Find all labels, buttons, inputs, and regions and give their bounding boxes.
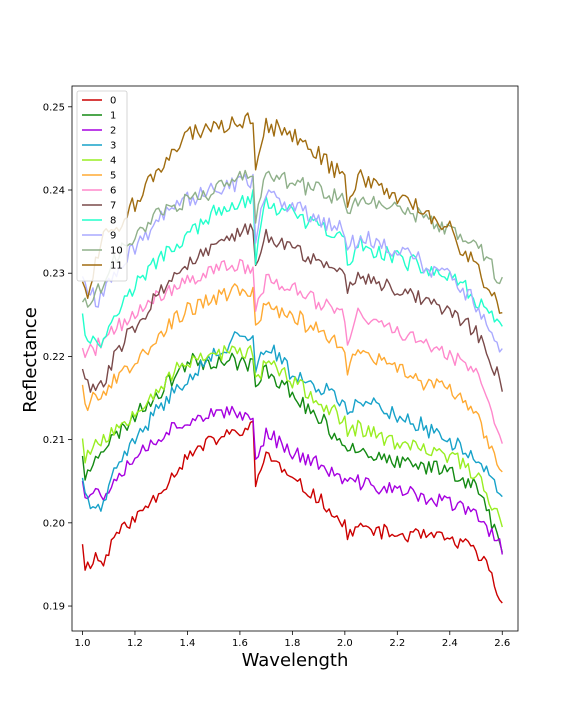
legend-label: 4 [110, 156, 116, 167]
y-axis-label: Reflectance [20, 307, 41, 413]
x-tick-label: 1.0 [75, 638, 91, 649]
series-line-3 [81, 331, 503, 512]
x-axis-ticks: 1.0 1.2 1.4 1.6 1.8 2.0 2.2 2.4 2.6 [75, 631, 510, 649]
legend-label: 6 [110, 186, 116, 197]
y-tick-label: 0.20 [43, 518, 65, 529]
x-tick-label: 2.6 [494, 638, 510, 649]
x-tick-label: 1.2 [127, 638, 143, 649]
series-line-2 [81, 405, 503, 555]
x-tick-label: 2.4 [442, 638, 458, 649]
x-tick-label: 1.4 [179, 638, 195, 649]
y-axis-ticks: 0.19 0.20 0.21 0.22 0.23 0.24 0.25 [43, 102, 72, 613]
legend-label: 7 [110, 201, 116, 212]
y-tick-label: 0.21 [43, 435, 65, 446]
series-line-6 [81, 258, 503, 444]
series-line-10 [81, 169, 503, 308]
series-line-4 [81, 345, 503, 528]
legend: 0 1 2 3 4 5 6 7 8 9 10 11 [76, 90, 128, 282]
legend-label: 11 [110, 261, 123, 272]
x-tick-label: 2.0 [337, 638, 353, 649]
series-line-5 [81, 283, 503, 473]
series-line-11 [81, 112, 503, 314]
series-line-9 [81, 173, 503, 353]
x-tick-label: 1.6 [232, 638, 248, 649]
y-tick-label: 0.19 [43, 602, 65, 613]
legend-label: 2 [110, 126, 116, 137]
x-axis-label: Wavelength [242, 650, 349, 671]
legend-label: 8 [110, 216, 116, 227]
legend-label: 0 [110, 96, 116, 107]
legend-label: 9 [110, 231, 116, 242]
legend-label: 3 [110, 141, 116, 152]
legend-label: 5 [110, 171, 116, 182]
x-tick-label: 2.2 [389, 638, 405, 649]
legend-label: 10 [110, 246, 123, 257]
y-tick-label: 0.23 [43, 269, 65, 280]
legend-label: 1 [110, 111, 116, 122]
y-tick-label: 0.22 [43, 352, 65, 363]
plot-frame [71, 85, 519, 632]
series-line-7 [81, 223, 503, 393]
series-lines [81, 112, 503, 604]
series-line-0 [81, 420, 503, 604]
series-line-8 [81, 189, 503, 348]
legend-box [76, 90, 128, 282]
x-tick-label: 1.8 [284, 638, 300, 649]
y-tick-label: 0.25 [43, 102, 65, 113]
series-line-1 [81, 352, 503, 553]
y-tick-label: 0.24 [43, 186, 65, 197]
